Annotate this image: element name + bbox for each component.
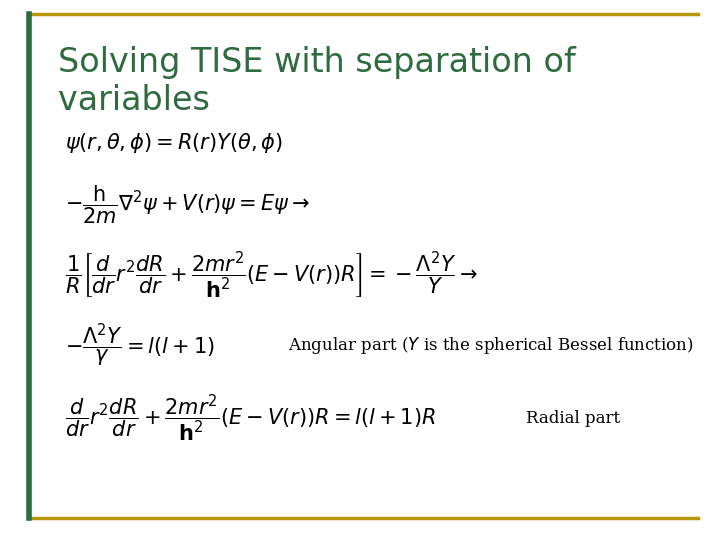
- Text: Angular part ($Y$ is the spherical Bessel function): Angular part ($Y$ is the spherical Besse…: [288, 335, 694, 356]
- Text: $-\dfrac{\mathrm{h}}{2m}\nabla^{2}\psi+V\left(r\right)\psi=E\psi\rightarrow$: $-\dfrac{\mathrm{h}}{2m}\nabla^{2}\psi+V…: [65, 184, 310, 226]
- Text: $-\dfrac{\Lambda^{2}Y}{\gamma}=l\left(l+1\right)$: $-\dfrac{\Lambda^{2}Y}{\gamma}=l\left(l+…: [65, 322, 215, 369]
- Text: Solving TISE with separation of: Solving TISE with separation of: [58, 46, 575, 79]
- Text: $\dfrac{1}{R}\left[\dfrac{d}{dr}r^{2}\dfrac{dR}{dr}+\dfrac{2mr^{2}}{\mathbf{h}^{: $\dfrac{1}{R}\left[\dfrac{d}{dr}r^{2}\df…: [65, 249, 478, 301]
- Text: Radial part: Radial part: [526, 410, 620, 427]
- Text: variables: variables: [58, 84, 210, 117]
- Text: $\psi\left(r,\theta,\phi\right)=R\left(r\right)Y\left(\theta,\phi\right)$: $\psi\left(r,\theta,\phi\right)=R\left(r…: [65, 131, 283, 155]
- Text: $\dfrac{d}{dr}r^{2}\dfrac{dR}{dr}+\dfrac{2mr^{2}}{\mathbf{h}^{2}}\left(E-V\left(: $\dfrac{d}{dr}r^{2}\dfrac{dR}{dr}+\dfrac…: [65, 393, 436, 444]
